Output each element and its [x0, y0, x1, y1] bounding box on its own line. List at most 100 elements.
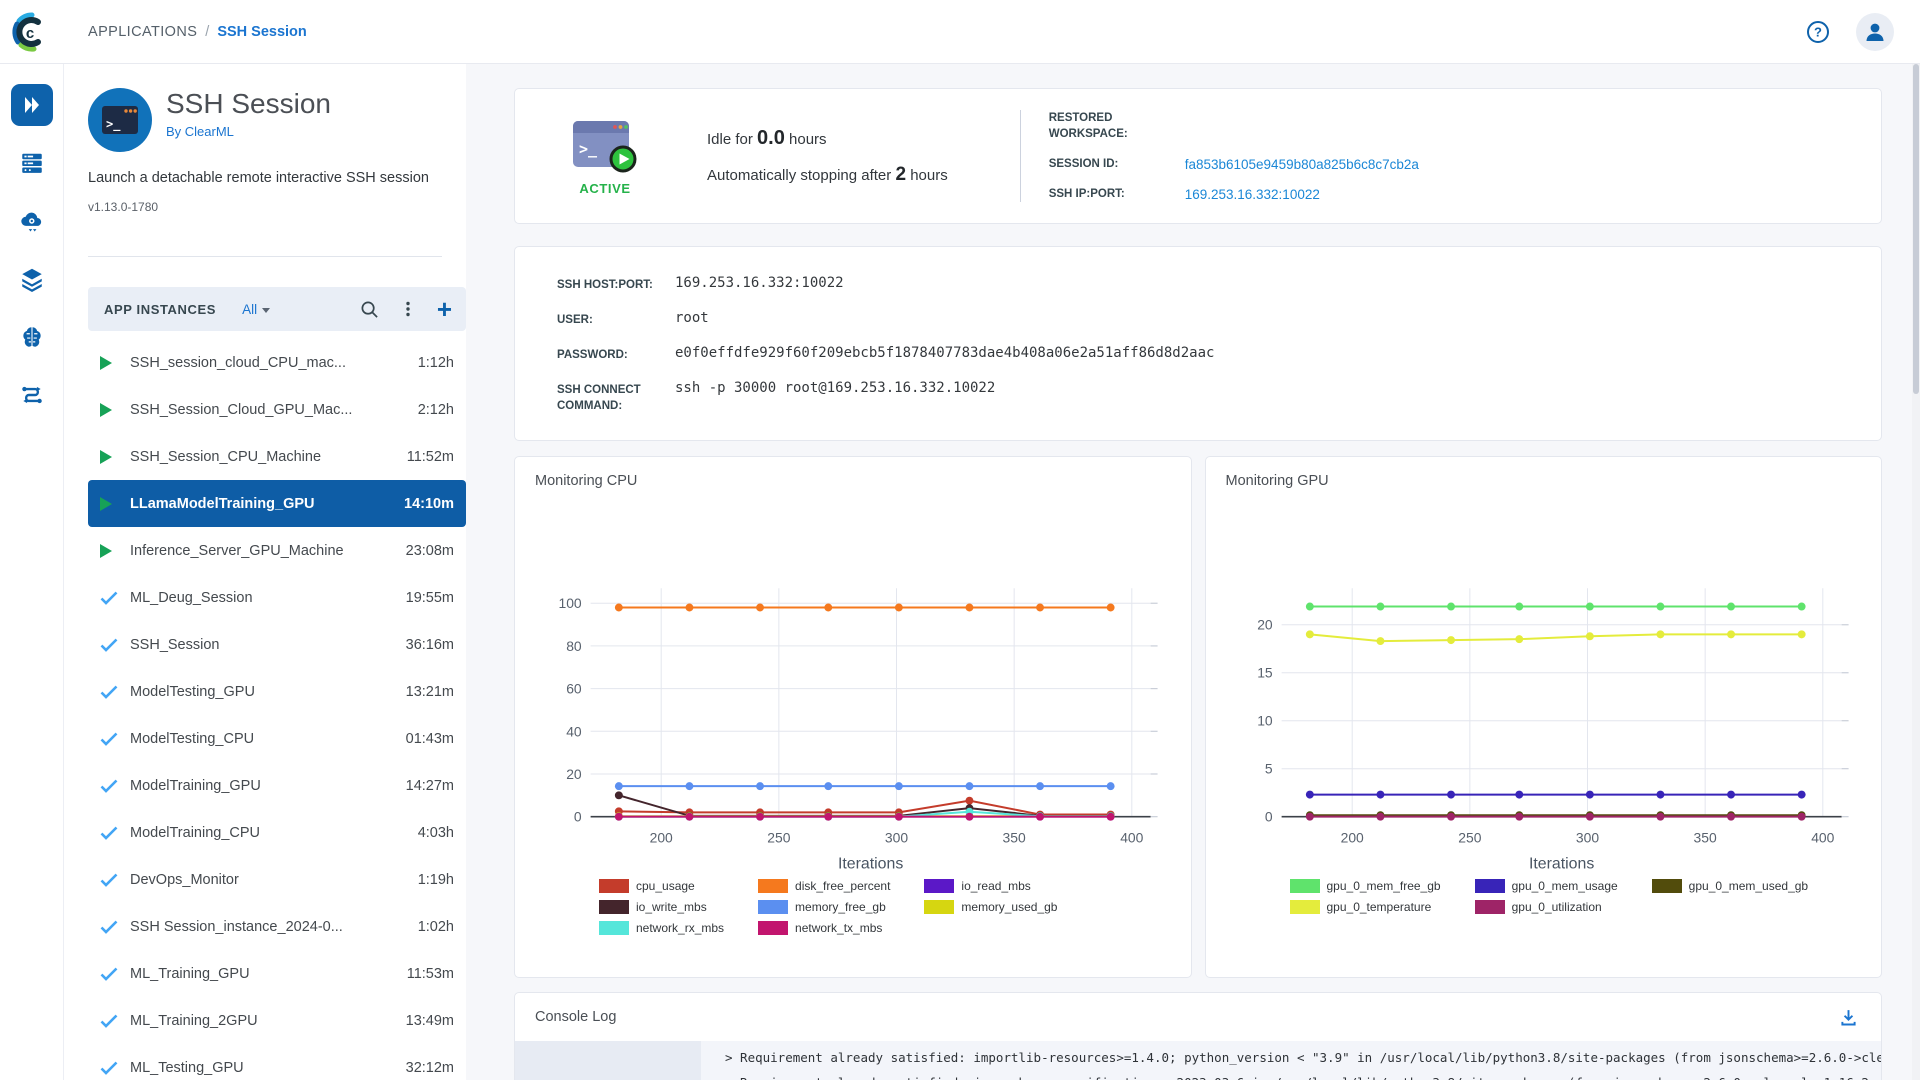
running-play-icon: [100, 402, 112, 417]
ssh-detail-row: SSH HOST:PORT: 169.253.16.332:10022: [557, 275, 1881, 293]
legend-item-io_write_mbs[interactable]: io_write_mbs: [599, 899, 724, 914]
instance-row[interactable]: LLamaModelTraining_GPU 14:10m: [88, 480, 466, 527]
svg-text:300: 300: [1575, 830, 1598, 846]
pipelines-icon: [21, 386, 42, 404]
instance-runtime: 36:16m: [405, 636, 454, 653]
legend-item-gpu_0_temperature[interactable]: gpu_0_temperature: [1289, 899, 1441, 914]
nav-models[interactable]: [11, 316, 53, 358]
instance-row[interactable]: ModelTraining_GPU 14:27m: [88, 762, 466, 809]
nav-cloud-autoscalers[interactable]: [11, 200, 53, 242]
instance-runtime: 1:12h: [417, 354, 454, 371]
nav-rail: [0, 64, 64, 1080]
meta-value-link[interactable]: 169.253.16.332:10022: [1184, 186, 1320, 202]
meta-value-link[interactable]: fa853b6105e9459b80a825b6c8c7cb2a: [1184, 156, 1419, 172]
instance-row[interactable]: SSH_Session_Cloud_GPU_Mac... 2:12h: [88, 386, 466, 433]
instance-row[interactable]: ModelTesting_CPU 01:43m: [88, 715, 466, 762]
instance-runtime: 1:19h: [417, 871, 454, 888]
nav-pipelines[interactable]: [11, 374, 53, 416]
svg-text:20: 20: [566, 766, 582, 782]
download-icon: [1841, 1010, 1856, 1026]
legend-item-network_rx_mbs[interactable]: network_rx_mbs: [599, 920, 724, 935]
legend-item-io_read_mbs[interactable]: io_read_mbs: [924, 878, 1057, 893]
legend-swatch: [758, 878, 789, 893]
instance-row[interactable]: DevOps_Monitor 1:19h: [88, 856, 466, 903]
datasets-icon: [21, 268, 42, 292]
instances-filter-dropdown[interactable]: All: [242, 302, 271, 317]
legend-item-memory_free_gb[interactable]: memory_free_gb: [758, 899, 890, 914]
legend-item-gpu_0_utilization[interactable]: gpu_0_utilization: [1474, 899, 1618, 914]
legend-swatch: [599, 899, 629, 914]
legend-label: gpu_0_mem_usage: [1511, 878, 1618, 893]
instance-name: SSH_Session_Cloud_GPU_Mac...: [130, 401, 353, 418]
app-byline-link[interactable]: By ClearML: [166, 124, 234, 140]
legend-label: network_tx_mbs: [795, 920, 883, 935]
svg-text:5: 5: [1264, 761, 1272, 777]
legend-swatch: [1474, 899, 1505, 914]
legend-item-gpu_0_mem_used_gb[interactable]: gpu_0_mem_used_gb: [1651, 878, 1808, 893]
legend-swatch: [599, 920, 629, 935]
models-brain-icon: [22, 327, 41, 347]
meta-label: SESSION ID:: [1048, 158, 1119, 170]
autostop-hours-value: 2: [895, 163, 907, 185]
kebab-menu-icon: [406, 301, 410, 317]
instance-row[interactable]: ML_Deug_Session 19:55m: [88, 574, 466, 621]
legend-item-network_tx_mbs[interactable]: network_tx_mbs: [758, 920, 890, 935]
instance-row[interactable]: SSH_Session_CPU_Machine 11:52m: [88, 433, 466, 480]
instance-row[interactable]: SSH_session_cloud_CPU_mac... 1:12h: [88, 339, 466, 386]
meta-label: SSH IP:PORT:: [1048, 187, 1125, 200]
breadcrumb-separator: /: [205, 23, 210, 40]
legend-item-gpu_0_mem_free_gb[interactable]: gpu_0_mem_free_gb: [1289, 878, 1441, 893]
instances-search-button[interactable]: [360, 300, 379, 319]
instance-runtime: 2:12h: [417, 401, 454, 418]
instance-row[interactable]: SSH_Session 36:16m: [88, 621, 466, 668]
session-meta: RESTORED WORKSPACE: SESSION ID: fa853b6105…: [1049, 110, 1419, 203]
nav-applications[interactable]: [10, 84, 53, 126]
instances-menu-button[interactable]: [399, 300, 417, 318]
legend-swatch: [924, 899, 955, 914]
add-instance-button[interactable]: +: [436, 294, 452, 324]
instance-name: ModelTesting_GPU: [130, 683, 255, 700]
panel-divider: [88, 256, 442, 257]
instance-row[interactable]: ML_Training_2GPU 13:49m: [88, 997, 466, 1044]
instance-row[interactable]: ML_Training_GPU 11:53m: [88, 950, 466, 997]
status-badge: ACTIVE: [579, 180, 631, 196]
instance-row[interactable]: Inference_Server_GPU_Machine 23:08m: [88, 527, 466, 574]
svg-text:20: 20: [1257, 617, 1273, 633]
scrollbar-thumb[interactable]: [1913, 64, 1919, 394]
app-instances-list: SSH_session_cloud_CPU_mac... 1:12h SSH_S…: [88, 339, 466, 1080]
app-header: >_ SSH Session By ClearML: [88, 88, 466, 152]
breadcrumb-applications[interactable]: APPLICATIONS: [88, 23, 198, 40]
svg-text:?: ?: [1814, 24, 1822, 39]
legend-swatch: [1289, 899, 1320, 914]
autostop-status-line: Automatically stopping after 2 hours: [707, 163, 948, 185]
completed-check-icon: [100, 779, 118, 793]
breadcrumb-current[interactable]: SSH Session: [217, 23, 307, 40]
topbar: c APPLICATIONS / SSH Session ?: [0, 0, 1920, 64]
legend-item-gpu_0_mem_usage[interactable]: gpu_0_mem_usage: [1474, 878, 1618, 893]
download-log-button[interactable]: [1838, 1007, 1859, 1028]
main-content: >_ ACTIVE Idle for 0.0 hours Automatical…: [466, 64, 1920, 1080]
legend-item-memory_used_gb[interactable]: memory_used_gb: [924, 899, 1057, 914]
status-divider: [1019, 110, 1021, 202]
help-button[interactable]: ?: [1806, 20, 1830, 44]
help-icon: ?: [1807, 20, 1829, 43]
legend-item-disk_free_percent[interactable]: disk_free_percent: [758, 878, 890, 893]
app-side-panel: >_ SSH Session By ClearML Launch a detac…: [64, 64, 466, 1080]
user-avatar[interactable]: [1856, 12, 1894, 51]
nav-datasets[interactable]: [11, 258, 53, 300]
clearml-logo[interactable]: c: [0, 11, 64, 53]
instance-row[interactable]: ModelTesting_GPU 13:21m: [88, 668, 466, 715]
instance-row[interactable]: ML_Testing_GPU 32:12m: [88, 1044, 466, 1080]
svg-text:200: 200: [650, 830, 673, 846]
console-log-viewport[interactable]: > Requirement already satisfied: importl…: [515, 1041, 1881, 1080]
detail-label: SSH HOST:PORT:: [557, 279, 653, 291]
instance-row[interactable]: ModelTraining_CPU 4:03h: [88, 809, 466, 856]
gpu-chart-title: Monitoring GPU: [1225, 473, 1329, 490]
instance-row[interactable]: SSH Session_instance_2024-0... 1:02h: [88, 903, 466, 950]
instance-name: ML_Deug_Session: [130, 589, 253, 606]
instance-name: ML_Training_GPU: [130, 965, 250, 982]
instance-runtime: 11:52m: [406, 448, 454, 465]
legend-item-cpu_usage[interactable]: cpu_usage: [599, 878, 724, 893]
app-instances-toolbar: APP INSTANCES All +: [88, 287, 466, 331]
nav-workers-queues[interactable]: [11, 142, 53, 184]
